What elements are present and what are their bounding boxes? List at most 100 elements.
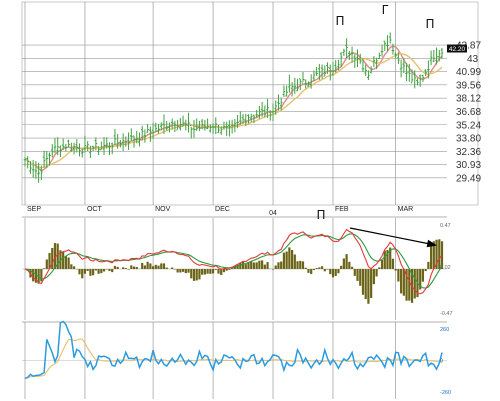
macd-histogram-bar: [266, 262, 269, 269]
price-bar: [179, 117, 182, 131]
macd-histogram-bar: [296, 261, 299, 269]
macd-histogram-bar: [141, 263, 144, 269]
macd-histogram-bar: [427, 261, 430, 269]
price-bar: [358, 53, 362, 64]
macd-histogram-bar: [130, 265, 133, 269]
price-bar: [239, 111, 242, 125]
annotation-marker-pi-1: Π: [335, 14, 344, 28]
price-bar: [304, 79, 308, 89]
macd-histogram-bar: [345, 254, 348, 269]
macd-histogram-bar: [250, 261, 253, 269]
price-x-tick-label: FEB: [335, 206, 349, 213]
price-bar: [59, 145, 62, 157]
price-bar: [274, 100, 278, 115]
price-bar: [31, 159, 35, 178]
macd-histogram-bar: [192, 269, 196, 281]
price-y-tick-label: 36.68: [456, 107, 481, 118]
price-bar: [288, 74, 291, 93]
macd-histogram-bar: [222, 269, 226, 273]
price-bar: [189, 125, 193, 139]
macd-y-tick-label: 0.02: [440, 265, 451, 271]
price-bars: [23, 32, 444, 183]
price-bar: [437, 49, 441, 62]
macd-histogram-bar: [56, 243, 59, 269]
price-bar: [209, 124, 212, 133]
price-bar: [432, 50, 436, 63]
macd-histogram-bar: [217, 269, 220, 274]
macd-histogram-bar: [258, 260, 261, 269]
price-bar: [138, 132, 141, 147]
price-bar: [140, 125, 144, 141]
macd-histogram-bar: [42, 268, 46, 269]
price-bar: [424, 69, 427, 77]
price-bar: [388, 32, 392, 44]
price-bar: [80, 148, 84, 158]
macd-histogram-bar: [179, 269, 182, 273]
price-bar: [301, 71, 305, 84]
price-bar: [102, 137, 106, 155]
macd-histogram-bar: [162, 263, 166, 269]
price-bar: [42, 150, 46, 168]
price-bar: [64, 143, 68, 152]
price-bar: [399, 59, 403, 78]
price-x-axis: SEP OCT NOV DEC 04 FEB MAR: [27, 206, 413, 217]
macd-histogram-bar: [408, 269, 411, 301]
macd-histogram-bar: [62, 251, 65, 269]
macd-histogram-bar: [203, 269, 206, 275]
price-moving-averages: [24, 45, 443, 172]
price-bar: [105, 137, 109, 149]
trend-arrow-head: [426, 239, 437, 248]
macd-histogram-bar: [211, 269, 215, 274]
price-grid: [21, 1, 479, 206]
macd-histogram-bar: [198, 269, 201, 280]
macd-histogram-bar: [386, 250, 389, 269]
macd-histogram-bar: [421, 269, 425, 282]
macd-histogram-bar: [277, 262, 280, 269]
macd-histogram-bar: [214, 269, 217, 270]
macd-histogram-bar: [380, 259, 384, 269]
macd-histogram-bar: [342, 258, 345, 269]
macd-histogram-bar: [102, 269, 106, 272]
price-bar: [326, 62, 329, 74]
macd-histogram-bar: [438, 239, 441, 269]
price-bar: [266, 98, 269, 118]
macd-histogram-bar: [389, 247, 392, 269]
macd-y-axis: 0.47 0.02 -0.47: [440, 223, 453, 317]
price-bar: [236, 114, 239, 129]
price-bar: [230, 119, 234, 134]
price-bar: [116, 133, 119, 149]
macd-histogram-bar: [34, 269, 38, 283]
price-bar: [34, 161, 38, 179]
macd-histogram-bar: [378, 267, 381, 269]
price-bar: [56, 137, 60, 156]
price-bar: [53, 137, 57, 154]
price-bar: [378, 52, 381, 60]
price-bar: [222, 121, 226, 130]
price-bar: [361, 58, 365, 72]
macd-histogram-bar: [132, 266, 136, 269]
price-bar: [91, 145, 95, 152]
price-y-tick-label: 40.99: [456, 67, 481, 78]
price-bar: [383, 40, 387, 52]
price-bar: [149, 126, 152, 142]
macd-histogram-bar: [424, 269, 427, 272]
macd-histogram-bar: [241, 261, 245, 269]
price-bar: [277, 94, 280, 111]
price-bar: [309, 74, 313, 89]
price-bar: [198, 120, 201, 132]
macd-histogram-bar: [288, 247, 291, 269]
price-bar: [23, 156, 27, 167]
macd-histogram-bar: [348, 261, 351, 269]
macd-histogram-bar: [337, 269, 340, 274]
price-bar: [206, 118, 209, 130]
price-bar: [380, 44, 384, 57]
price-x-tick-label: OCT: [87, 206, 103, 213]
price-bar: [127, 132, 130, 150]
price-bar: [67, 139, 70, 148]
macd-histogram-bar: [72, 266, 76, 269]
macd-histogram-bar: [391, 258, 395, 269]
macd-histogram-bar: [94, 269, 97, 271]
price-bar: [217, 124, 220, 134]
price-bar: [72, 142, 76, 155]
price-bar: [353, 54, 357, 68]
